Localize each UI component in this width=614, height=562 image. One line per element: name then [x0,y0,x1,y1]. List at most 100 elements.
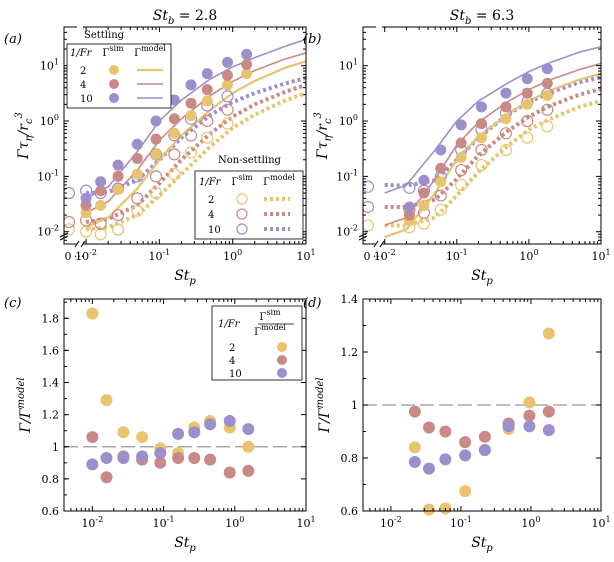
ratio-point-fr10 [459,449,472,462]
ratio-point-fr10 [478,444,491,457]
break-dots: ··· [74,250,85,263]
legend-fr-value: 10 [80,94,93,105]
legend-filled-marker-fr4 [277,355,287,365]
x-tick-label: 100 [519,248,538,263]
y-tick-label: 1.8 [42,312,60,325]
settling-sim-point-fr2 [185,110,197,122]
y-tick-label: 10-2 [37,224,59,239]
ratio-point-fr2 [408,441,421,454]
y-tick-label: 101 [339,58,358,73]
y-tick-label: 101 [40,58,59,73]
settling-sim-point-fr10 [112,159,124,171]
legend-nonsettling: Non-settling 1/Fr Γsim Γmodel 2 4 10 [194,155,304,240]
x-break-gap-top [376,24,382,30]
legend-col-sim: Γsim [231,173,253,188]
ratio-point-fr10 [136,450,149,463]
nonsettling-sim-point-fr2 [541,120,554,133]
panel-a: 10-2 10-1 100 101 10-2 10-1 100 101 Stp 0 ··· Γτη/r… [4,24,316,287]
y-tick-label: 1.2 [341,346,359,359]
settling-sim-point-fr4 [168,113,180,125]
nonsettling-sim-point-fr2 [184,146,198,159]
x-tick-label: 101 [296,248,315,263]
x-tick-label: 10-2 [81,515,103,530]
settling-sim-point-fr4 [201,84,213,96]
ratio-point-fr2 [136,431,149,444]
x-tick-label: 10-2 [75,248,97,263]
settling-sim-point-fr4 [521,87,533,99]
x-break-gap-top [77,24,83,30]
settling-sim-point-fr10 [241,48,253,60]
settling-model-line-fr10 [384,45,601,194]
nonsettling-sim-point-fr2 [168,167,181,181]
legend-settling-title: Settling [84,30,125,41]
y-axis-label: Γτη/rc3 [14,112,35,160]
legend-nonsettling-title: Non-settling [218,155,282,166]
zero-label: 0 [65,250,72,263]
settling-sim-point-fr2 [241,68,253,80]
ratio-point-fr2 [422,503,435,516]
settling-sim-point-fr2 [168,127,180,139]
ratio-point-fr4 [542,405,555,418]
y-axis-label: Γτη/rc3 [313,112,334,160]
settling-sim-point-fr10 [131,138,143,150]
settling-model-line-fr10 [85,38,306,200]
nonsettling-sim-point-fr10 [403,181,416,194]
y-tick-label: 10-1 [37,168,59,183]
ratio-point-fr4 [422,421,435,434]
x-break-gap [77,241,83,247]
ratio-point-fr10 [86,458,99,471]
legend-col-model: Γmodel [263,173,295,188]
nonsettling-sim-point-fr2 [499,143,513,157]
settling-sim-point-fr4 [112,170,124,182]
ratio-point-fr2 [459,485,472,498]
x-tick-label: 10-1 [446,248,468,263]
settling-sim-point-fr4 [541,77,553,89]
x-axis-label: Stp [471,535,493,554]
settling-sim-point-fr4 [418,187,430,199]
x-tick-label: 101 [591,515,610,530]
nonsettling-sim-point-fr10 [363,180,375,193]
settling-sim-point-fr10 [521,73,533,85]
panel-tag: (a) [4,32,22,47]
nonsettling-model-line-fr10 [384,75,601,188]
plot-area [363,45,601,239]
legend-fr-value: 2 [80,66,86,77]
legend-ratio-denominator: Γmodel [254,323,286,338]
nonsettling-sim-point-fr4 [499,127,513,140]
settling-sim-point-fr10 [222,56,234,68]
settling-sim-point-fr2 [201,95,213,107]
legend-ratio-numerator: Γsim [259,308,281,323]
ratio-point-fr2 [100,394,113,407]
ratio-point-fr2 [523,396,536,409]
ratio-point-fr2 [542,327,555,340]
nonsettling-sim-point-fr2 [64,223,76,236]
ratio-point-fr2 [117,426,130,439]
ratio-point-fr10 [523,420,536,433]
legend-col-fr: 1/Fr [70,48,93,59]
settling-sim-point-fr4 [222,69,234,81]
nonsettling-sim-point-fr2 [94,228,107,241]
settling-sim-point-fr10 [201,68,213,80]
nonsettling-sim-point-fr4 [221,103,234,116]
settling-sim-point-fr2 [521,98,533,110]
legend-fr-value: 10 [208,225,221,236]
x-tick-label: 10-1 [450,515,472,530]
ratio-point-fr4 [523,409,536,422]
nonsettling-sim-point-fr2 [221,117,234,130]
nonsettling-sim-point-fr4 [149,170,163,183]
ratio-point-fr4 [408,405,421,418]
ratio-point-fr4 [188,452,201,464]
legend-open-marker-fr4 [236,208,248,220]
legend-open-marker-fr10 [236,223,248,235]
nonsettling-sim-point-fr4 [434,189,447,202]
ratio-point-fr10 [117,452,130,464]
plot-frame [362,26,602,245]
panel-c: 10-2 10-1 100 101 0.6 0.8 1 1.2 1.4 1.6 1.8 Stp Γ/Γm… [4,296,316,554]
legend-fr-value: 4 [208,210,214,221]
ratio-point-fr4 [223,466,236,479]
settling-sim-point-fr4 [150,133,162,145]
y-tick-label: 100 [40,113,59,128]
nonsettling-model-line-fr2 [384,99,601,228]
nonsettling-sim-point-fr2 [363,219,375,232]
x-tick-label: 10-1 [148,248,170,263]
